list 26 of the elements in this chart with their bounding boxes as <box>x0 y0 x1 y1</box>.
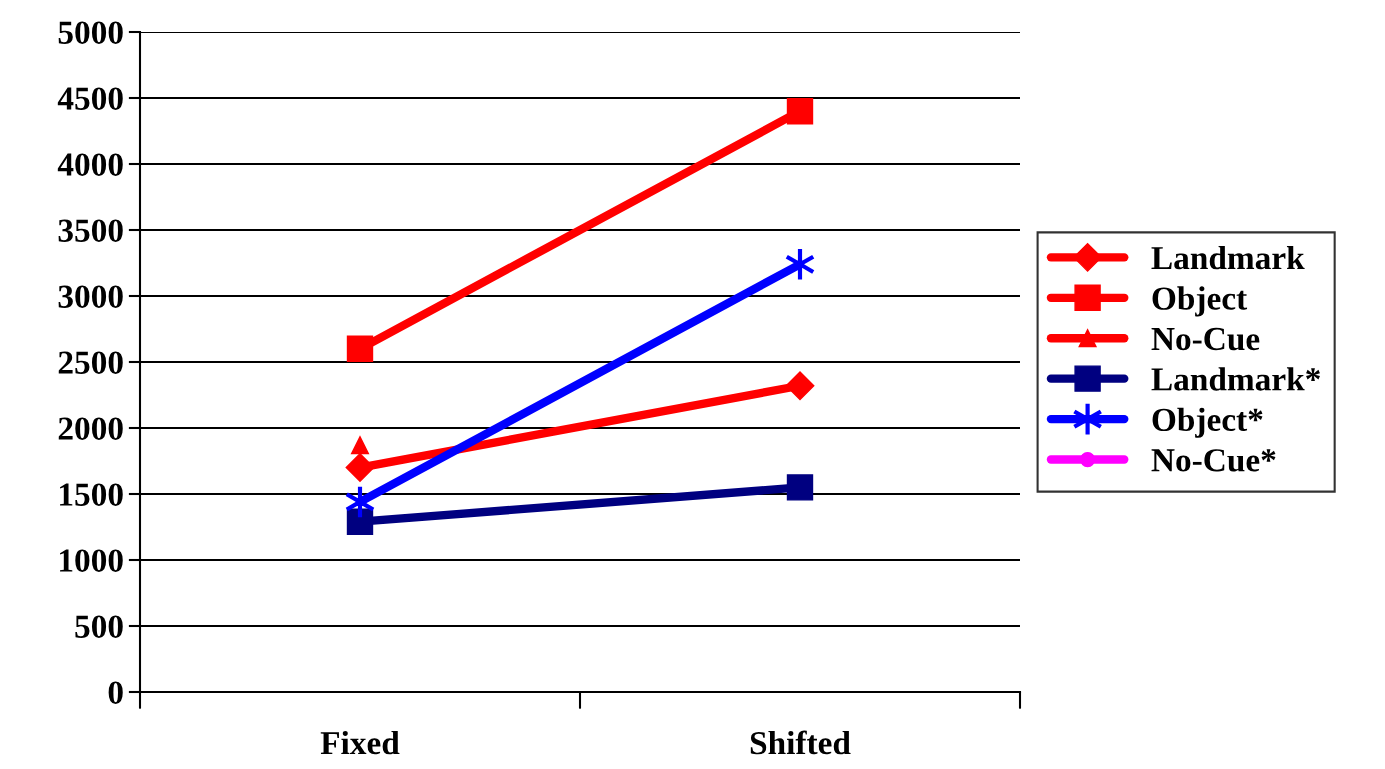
point <box>350 436 370 455</box>
y-tick-label: 1500 <box>60 483 123 506</box>
y-tick-label: 500 <box>75 615 123 638</box>
x-tick-label: Fixed <box>320 730 400 755</box>
legend-label: Object <box>1152 286 1248 317</box>
point <box>345 453 375 483</box>
y-tick-label: 2500 <box>58 351 123 374</box>
y-tick-label: 0 <box>108 681 123 704</box>
y-tick-label: 5000 <box>58 21 123 44</box>
point <box>786 474 814 501</box>
y-tick-label: 4000 <box>57 153 123 176</box>
point <box>346 335 374 362</box>
legend-label: Landmark* <box>1151 367 1320 391</box>
y-tick-label: 4500 <box>57 87 123 110</box>
y-tick-label: 3000 <box>58 285 123 308</box>
y-tick-label: 1000 <box>60 549 123 572</box>
legend-label: No-Cue* <box>1151 449 1276 472</box>
x-tick-label: Shifted <box>750 730 851 755</box>
point <box>346 508 374 535</box>
y-tick-label: 3500 <box>58 219 123 242</box>
legend-label: Landmark <box>1151 245 1305 270</box>
legend-label: No-Cue <box>1151 327 1260 351</box>
y-tick-label: 2000 <box>58 417 123 440</box>
point <box>785 371 815 401</box>
point <box>786 98 814 125</box>
legend-label: Object* <box>1152 407 1263 438</box>
